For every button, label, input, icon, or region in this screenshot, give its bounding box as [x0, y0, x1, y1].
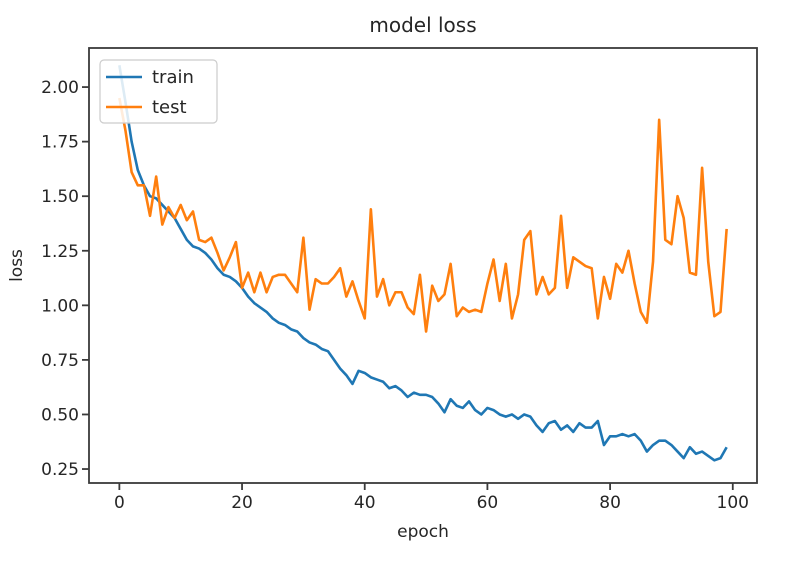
chart-title: model loss: [369, 13, 476, 37]
y-tick-label: 0.25: [41, 460, 79, 480]
legend: train test: [99, 59, 218, 124]
x-tick-label: 40: [354, 493, 376, 513]
y-tick-label: 0.75: [41, 351, 79, 371]
y-tick-label: 0.50: [41, 405, 79, 425]
y-axis-label: loss: [7, 249, 27, 282]
train-line: [118, 65, 728, 462]
x-tick-label: 0: [114, 493, 125, 513]
x-tick-label: 60: [477, 493, 499, 513]
y-tick-label: 2.00: [41, 78, 79, 98]
y-tick-label: 1.75: [41, 133, 79, 153]
x-tick-label: 80: [599, 493, 621, 513]
x-axis-label: epoch: [397, 522, 449, 542]
test-line: [118, 97, 728, 333]
y-tick-label: 1.25: [41, 242, 79, 262]
axis-ticks: [82, 86, 734, 490]
y-tick-label: 1.50: [41, 187, 79, 207]
y-tick-label: 1.00: [41, 296, 79, 316]
x-tick-label: 100: [717, 493, 749, 513]
plot-area-border: [88, 47, 758, 484]
legend-test-label: test: [152, 97, 187, 118]
x-tick-label: 20: [231, 493, 253, 513]
legend-train-label: train: [152, 67, 194, 88]
plot-lines: [118, 65, 728, 462]
